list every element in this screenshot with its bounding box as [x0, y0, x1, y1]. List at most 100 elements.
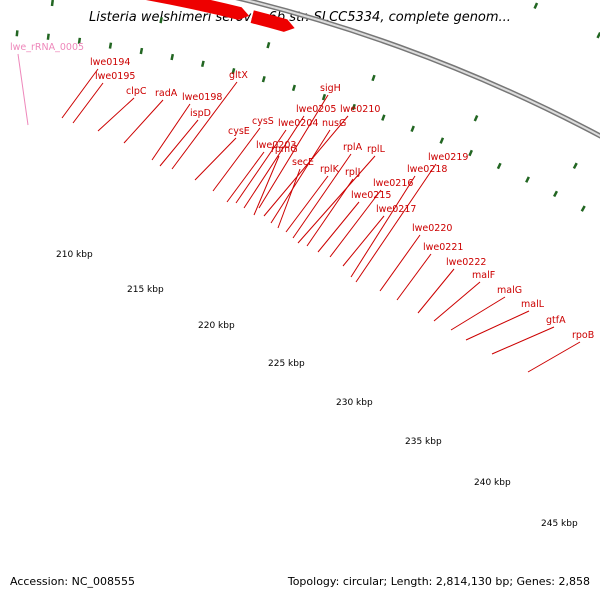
tick-mark	[108, 42, 113, 49]
backbone-inner	[241, 0, 600, 138]
tick-mark	[533, 2, 539, 10]
scale-labels: 210 kbp 215 kbp 220 kbp 225 kbp 230 kbp 235 k…	[56, 250, 578, 529]
tick-mark	[50, 0, 54, 7]
gene-label: ispD	[190, 108, 211, 119]
leader-line	[123, 99, 164, 144]
gene-label: lwe0215	[351, 190, 391, 201]
gene-labels: lwe_rRNA_0005 lwe0194 lwe0195 clpC radA lwe01…	[10, 42, 594, 341]
tick-mark	[572, 162, 578, 170]
gene-label: rplJ	[345, 167, 360, 178]
gene-label: lwe0205	[296, 104, 336, 115]
tick-mark	[525, 176, 530, 183]
leader-line	[17, 53, 29, 126]
tick-mark	[468, 149, 473, 157]
gene-label: rpmG	[271, 144, 298, 155]
leader-line	[61, 68, 99, 119]
leader-line	[329, 189, 382, 258]
gene-label: cysS	[252, 116, 274, 127]
tick-mark	[46, 33, 50, 40]
leader-line	[72, 82, 104, 124]
leader-line	[433, 281, 481, 322]
label-leaders	[17, 53, 581, 373]
tick-mark	[580, 205, 586, 212]
gene-label: lwe0198	[182, 92, 222, 103]
scale-label: 215 kbp	[127, 285, 164, 295]
scale-label: 235 kbp	[405, 437, 442, 447]
leader-line	[235, 129, 287, 204]
gene-label: gtfA	[546, 315, 566, 326]
tick-mark	[351, 103, 356, 111]
leader-line	[491, 326, 555, 355]
backbone-arc	[234, 0, 600, 139]
leader-line	[396, 253, 432, 301]
gene-label: clpC	[126, 86, 147, 97]
leader-line	[379, 234, 421, 292]
leader-line	[277, 168, 301, 229]
leader-line	[342, 215, 385, 267]
leader-line	[243, 115, 305, 209]
leader-line	[97, 97, 135, 132]
gene-label: sigH	[320, 83, 341, 94]
genome-summary-text: Topology: circular; Length: 2,814,130 bp…	[287, 575, 590, 588]
tick-mark	[15, 30, 19, 37]
leader-line	[226, 151, 265, 203]
gene-label: rpoB	[572, 330, 594, 341]
gene-label: rplL	[367, 144, 386, 155]
leader-line	[258, 94, 329, 209]
gene-label: lwe0210	[340, 104, 380, 115]
gene-label: malF	[472, 270, 495, 281]
tick-mark	[496, 162, 502, 170]
leader-line	[465, 310, 530, 341]
tick-arc-2	[50, 0, 578, 170]
tick-mark	[159, 16, 163, 24]
gene-label: malL	[521, 299, 545, 310]
gene-label: lwe0218	[407, 164, 447, 175]
tick-mark	[261, 75, 266, 83]
leader-line	[292, 153, 352, 239]
tick-mark	[231, 67, 236, 75]
leader-line	[317, 201, 360, 253]
leader-line	[306, 178, 354, 247]
gene-label: malG	[497, 285, 522, 296]
gene-label: gltX	[229, 70, 248, 81]
tick-mark	[291, 84, 297, 92]
gene-label: lwe0217	[376, 204, 416, 215]
leader-line	[350, 175, 416, 278]
gene-label: lwe0220	[412, 223, 452, 234]
tick-mark	[371, 74, 376, 82]
scale-label: 225 kbp	[268, 359, 305, 369]
tick-mark	[266, 41, 271, 49]
tick-mark	[139, 47, 144, 55]
tick-mark	[381, 114, 386, 121]
leader-line	[263, 115, 349, 217]
gene-label: lwe0216	[373, 178, 413, 189]
gene-label: lwe0195	[95, 71, 135, 82]
scale-label: 210 kbp	[56, 250, 93, 260]
gene-label: lwe0194	[90, 57, 130, 68]
gene-label: rplA	[343, 142, 363, 153]
gene-label: cysE	[228, 126, 250, 137]
gene-label: lwe0203	[256, 140, 296, 151]
scale-label: 220 kbp	[198, 321, 235, 331]
gene-label: lwe0222	[446, 257, 486, 268]
leader-line	[212, 127, 261, 192]
map-title: Listeria welshimeri serovar 6b str. SLCC…	[89, 10, 511, 25]
leader-line	[355, 163, 437, 283]
gene-label: lwe_rRNA_0005	[10, 42, 84, 53]
scale-label: 245 kbp	[541, 519, 578, 529]
cds-arrow-29	[250, 10, 295, 32]
leader-line	[253, 155, 280, 216]
scale-label: 230 kbp	[336, 398, 373, 408]
leader-line	[285, 175, 329, 233]
leader-line	[417, 268, 455, 314]
tick-mark	[77, 37, 82, 44]
scale-label: 240 kbp	[474, 478, 511, 488]
leader-line	[270, 129, 331, 224]
gene-label: lwe0204	[278, 118, 318, 129]
leader-line	[527, 341, 581, 373]
cds-arrow-28	[145, 0, 250, 20]
tick-mark	[439, 137, 445, 144]
leader-line	[194, 137, 237, 181]
tick-mark	[200, 60, 205, 68]
